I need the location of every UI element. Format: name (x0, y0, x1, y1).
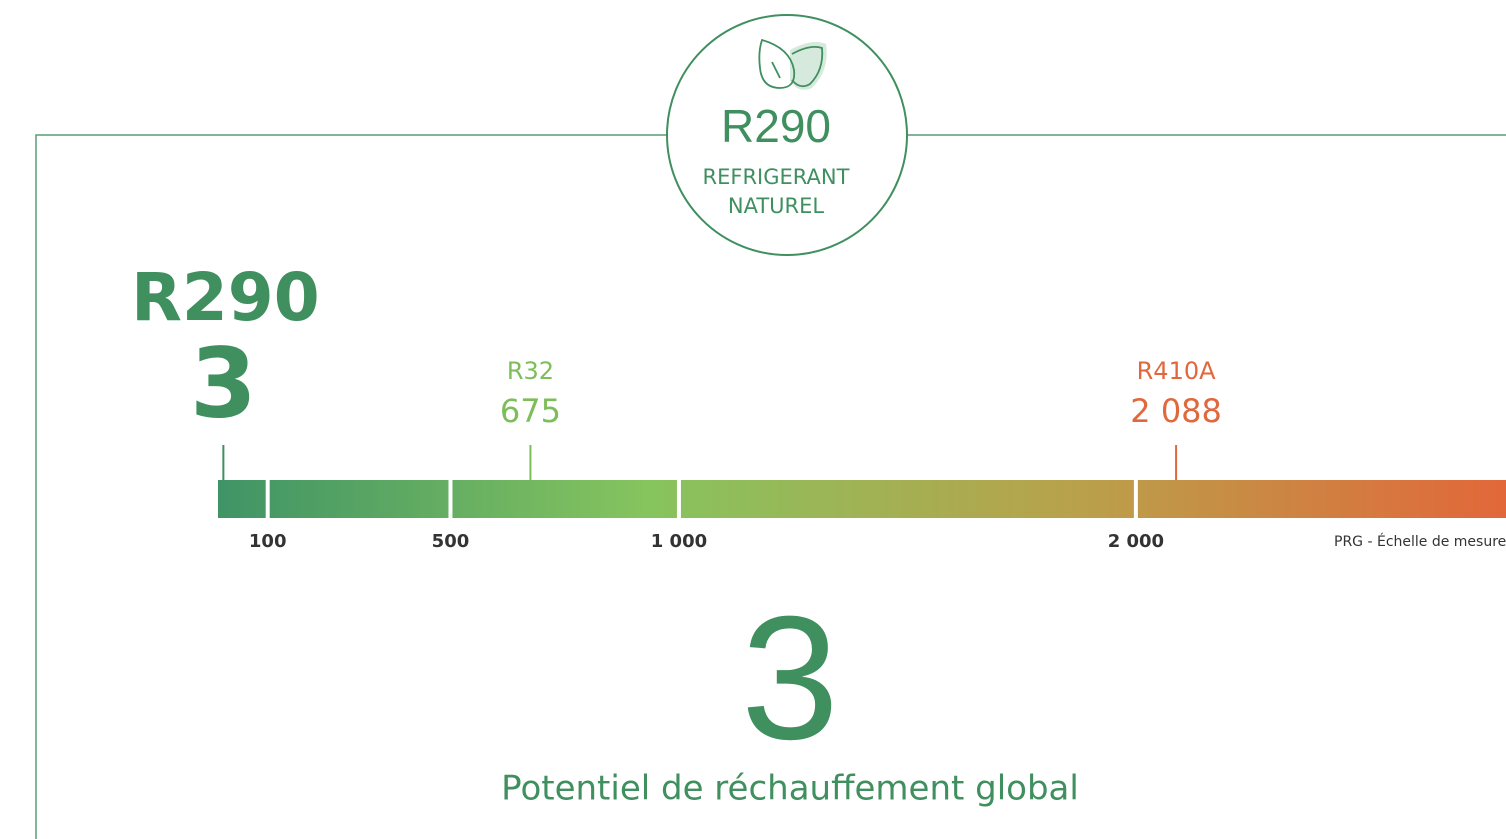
scale-bar (218, 480, 1506, 518)
marker-name: R290 (131, 259, 320, 336)
tick-label: 2 000 (1108, 531, 1164, 552)
badge-label: REFRIGERANT (703, 165, 850, 189)
marker-value: 2 088 (1130, 392, 1222, 430)
marker-name: R410A (1137, 357, 1216, 385)
leaf-icon (758, 38, 827, 90)
marker-value: 675 (500, 392, 561, 430)
marker-name: R32 (507, 357, 554, 385)
scale-caption: PRG - Échelle de mesure (1334, 533, 1506, 550)
result-value: 3 (741, 580, 839, 776)
tick-label: 1 000 (651, 531, 707, 552)
tick-label: 100 (249, 531, 287, 552)
badge-name: R290 (721, 100, 831, 152)
badge-circle (666, 14, 908, 256)
frame (35, 134, 1506, 839)
result-caption: Potentiel de réchauffement global (501, 769, 1079, 809)
badge-label: NATUREL (728, 194, 825, 218)
marker-value: 3 (190, 327, 257, 439)
tick-label: 500 (432, 531, 470, 552)
